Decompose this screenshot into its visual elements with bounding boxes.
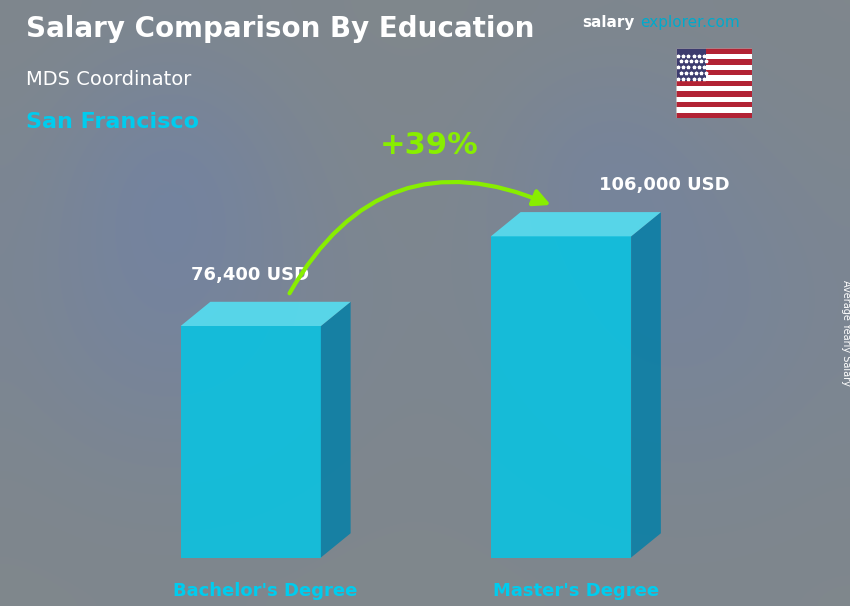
Text: Bachelor's Degree: Bachelor's Degree — [173, 582, 358, 600]
Text: +39%: +39% — [380, 131, 479, 160]
Text: MDS Coordinator: MDS Coordinator — [26, 70, 191, 88]
Polygon shape — [490, 212, 661, 236]
Polygon shape — [320, 302, 350, 558]
Bar — [676, 102, 752, 107]
Text: Salary Comparison By Education: Salary Comparison By Education — [26, 15, 534, 43]
Bar — [676, 107, 752, 113]
Bar — [676, 92, 752, 97]
Bar — [676, 70, 752, 75]
Bar — [676, 113, 752, 118]
Bar — [676, 59, 752, 65]
Bar — [676, 48, 752, 54]
Text: salary: salary — [582, 15, 635, 30]
Bar — [676, 75, 752, 81]
Text: Average Yearly Salary: Average Yearly Salary — [841, 281, 850, 386]
Polygon shape — [180, 326, 320, 558]
Polygon shape — [631, 212, 661, 558]
Bar — [676, 54, 752, 59]
Text: 76,400 USD: 76,400 USD — [191, 265, 309, 284]
Bar — [676, 81, 752, 86]
Bar — [676, 65, 752, 70]
Bar — [676, 86, 752, 92]
Text: 106,000 USD: 106,000 USD — [599, 176, 730, 194]
Text: explorer.com: explorer.com — [640, 15, 740, 30]
Text: San Francisco: San Francisco — [26, 112, 199, 132]
Text: Master's Degree: Master's Degree — [493, 582, 659, 600]
Polygon shape — [490, 236, 631, 558]
Bar — [676, 97, 752, 102]
Polygon shape — [180, 302, 350, 326]
Bar — [676, 48, 706, 81]
